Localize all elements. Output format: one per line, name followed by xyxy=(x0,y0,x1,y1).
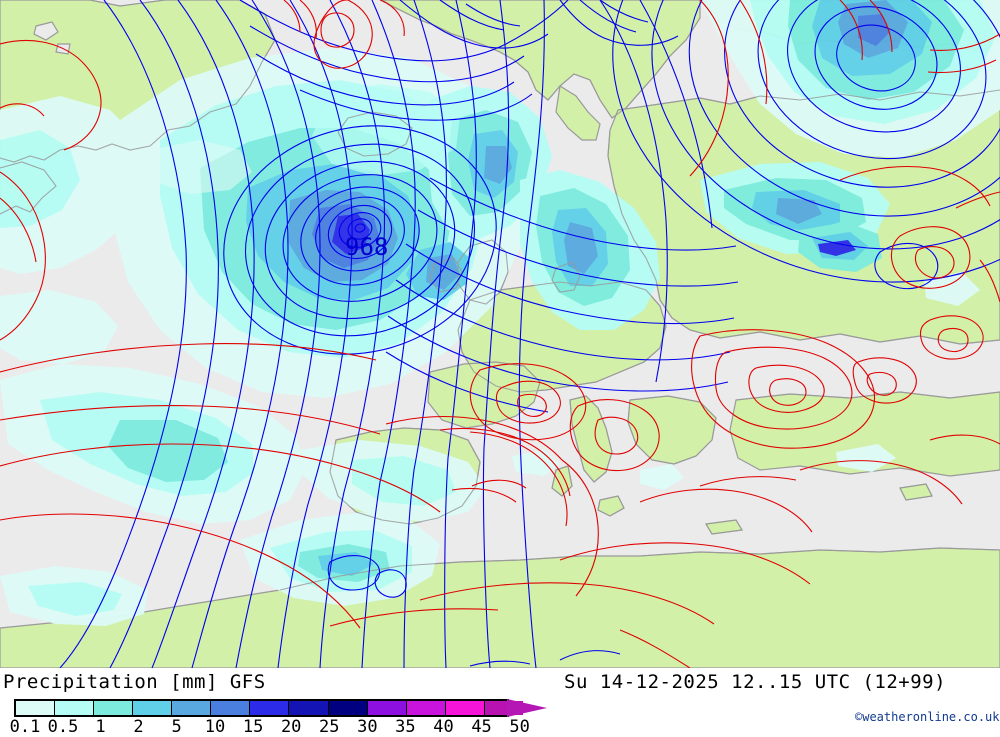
colorbar-swatches[interactable] xyxy=(14,699,523,717)
precip-band xyxy=(484,146,512,184)
colorbar-swatch-40 xyxy=(445,701,485,715)
footer-bar: Precipitation [mm] GFS Su 14-12-2025 12.… xyxy=(0,668,1000,737)
colorbar-swatch-0.1 xyxy=(16,701,56,715)
precip-band xyxy=(312,84,460,176)
colorbar-tick-20: 20 xyxy=(280,717,302,737)
colorbar-tick-5: 5 xyxy=(171,717,182,737)
colorbar-tick-0.5: 0.5 xyxy=(47,717,79,737)
precip-band xyxy=(0,130,80,228)
colorbar-tick-2: 2 xyxy=(133,717,144,737)
colorbar-tick-40: 40 xyxy=(433,717,454,737)
colorbar-tick-50: 50 xyxy=(509,717,530,737)
colorbar-swatch-15 xyxy=(250,701,290,715)
colorbar-tick-15: 15 xyxy=(242,717,264,737)
colorbar-tick-45: 45 xyxy=(471,717,492,737)
colorbar-swatch-0.5 xyxy=(55,701,95,715)
precip-band xyxy=(640,464,684,490)
precip-band xyxy=(836,444,896,472)
precip-band xyxy=(0,290,118,364)
colorbar-swatch-5 xyxy=(172,701,212,715)
colorbar-swatch-2 xyxy=(133,701,173,715)
colorbar-tick-0.1: 0.1 xyxy=(9,717,41,737)
colorbar-tick-labels: 0.1 0.5 1 2 5 10 15 20 25 30 35 40 45 50 xyxy=(6,717,546,737)
colorbar-overflow-arrow xyxy=(507,699,547,717)
colorbar-swatch-25 xyxy=(328,701,368,715)
colorbar-tick-35: 35 xyxy=(395,717,416,737)
map-labels: 968 xyxy=(345,233,388,261)
colorbar-swatch-30 xyxy=(367,701,407,715)
precip-band xyxy=(776,198,822,224)
pressure-label-968: 968 xyxy=(345,233,388,261)
copyright-notice: ©weatheronline.co.uk xyxy=(855,710,1000,724)
land-france xyxy=(427,361,541,429)
precip-band xyxy=(818,240,856,256)
colorbar-tick-10: 10 xyxy=(204,717,226,737)
legend-title: Precipitation [mm] GFS xyxy=(3,671,266,693)
precip-band xyxy=(150,140,252,194)
land-norway-coast xyxy=(555,85,601,141)
colorbar-swatch-1 xyxy=(94,701,134,715)
precip-band xyxy=(924,272,980,306)
precipitation-colorbar[interactable]: 0.1 0.5 1 2 5 10 15 20 25 30 35 40 45 50 xyxy=(10,699,547,737)
precip-band xyxy=(858,14,890,46)
colorbar-tick-25: 25 xyxy=(319,717,340,737)
colorbar-swatch-35 xyxy=(406,701,446,715)
isotherms xyxy=(0,0,1000,668)
map-canvas[interactable]: 968 xyxy=(0,0,1000,668)
colorbar-swatch-10 xyxy=(211,701,251,715)
colorbar-tick-30: 30 xyxy=(357,717,378,737)
colorbar-tick-1: 1 xyxy=(95,717,106,737)
colorbar-swatch-20 xyxy=(289,701,329,715)
map-graphic: 968 xyxy=(0,0,1000,668)
forecast-valid-time: Su 14-12-2025 12..15 UTC (12+99) xyxy=(564,671,947,693)
precip-band xyxy=(108,420,228,482)
land-detail xyxy=(33,21,59,41)
